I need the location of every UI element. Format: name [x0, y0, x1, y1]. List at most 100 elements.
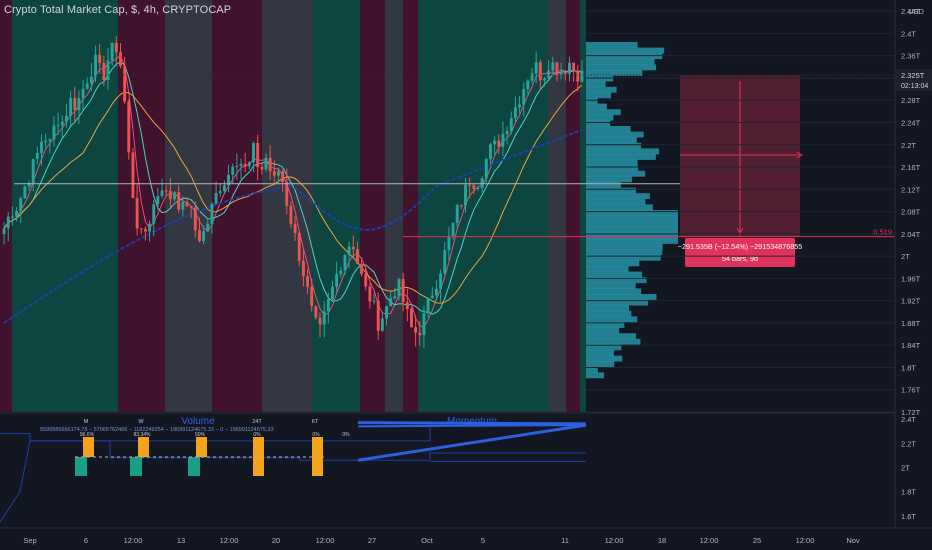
price-tick: 1.96T: [901, 274, 921, 283]
profile-bar: [586, 350, 614, 356]
candle-body: [493, 140, 497, 145]
session-zone: [418, 0, 548, 412]
candle-body: [555, 62, 559, 75]
candle-body: [60, 121, 64, 126]
price-tick: 1.8T: [901, 363, 916, 372]
candle-body: [260, 167, 264, 170]
level-label: 0.519: [873, 228, 892, 237]
volume-up-bar: [196, 437, 207, 457]
time-tick: 11: [561, 536, 569, 545]
profile-bar: [586, 92, 611, 99]
profile-bar: [586, 182, 621, 188]
profile-bar: [586, 120, 611, 127]
candle-body: [198, 230, 201, 242]
candle-body: [459, 205, 463, 207]
session-zone: [212, 0, 262, 412]
candle-body: [247, 162, 251, 167]
candle-body: [123, 66, 127, 102]
profile-bar: [586, 221, 678, 228]
candle-body: [98, 54, 102, 63]
lower-panel-bg: [0, 413, 895, 528]
candle-body: [131, 152, 135, 198]
profile-bar: [586, 47, 665, 54]
momentum-top-line: [357, 421, 587, 426]
candle-body: [405, 301, 409, 310]
profile-bar: [586, 109, 621, 116]
candle-body: [106, 60, 110, 80]
candle-body: [189, 206, 193, 208]
candle-body: [231, 166, 235, 175]
profile-bar: [586, 159, 638, 166]
candle-body: [518, 104, 522, 108]
profile-bar: [586, 372, 605, 379]
price-scale-bg: [895, 0, 932, 550]
candle-body: [264, 157, 268, 170]
candle-body: [551, 62, 555, 71]
momentum-label: Momentum: [447, 416, 497, 427]
candle-body: [6, 216, 10, 229]
profile-bar: [586, 310, 632, 317]
session-zone: [12, 0, 118, 412]
session-zone: [566, 0, 580, 412]
timeframe-label: 24T: [252, 419, 262, 425]
chart-title: Crypto Total Market Cap, $, 4h, CRYPTOCA…: [4, 4, 232, 16]
profile-bar: [586, 187, 636, 194]
profile-bar: [586, 338, 641, 345]
profile-bar: [586, 148, 660, 155]
candle-body: [326, 299, 330, 312]
candle-body: [509, 117, 513, 132]
profile-bar: [586, 81, 606, 88]
candle-body: [285, 181, 289, 206]
candle-body: [35, 152, 39, 160]
candle-body: [214, 193, 218, 204]
time-tick: 20: [272, 536, 280, 545]
candle-body: [439, 273, 443, 289]
candle-body: [40, 141, 43, 153]
candle-body: [210, 203, 214, 224]
volume-up-bar: [83, 437, 94, 457]
profile-bar: [586, 204, 653, 211]
candle-body: [48, 139, 52, 141]
candle-body: [243, 163, 247, 167]
price-tick: 1.88T: [901, 319, 921, 328]
last-price-value: 2.325T: [901, 71, 925, 80]
price-tick: 2T: [901, 252, 910, 261]
candle-body: [56, 125, 60, 127]
time-tick: 12:00: [220, 536, 239, 545]
time-tick: 18: [658, 536, 666, 545]
candle-body: [85, 83, 89, 89]
price-tick: 2.16T: [901, 163, 921, 172]
candle-body: [567, 62, 571, 74]
stat-label: 0%: [253, 432, 261, 438]
candle-body: [451, 222, 455, 237]
candle-body: [318, 317, 322, 325]
candle-body: [534, 62, 538, 74]
candle-body: [227, 174, 231, 186]
volume-up-bar: [138, 437, 149, 457]
candlestick-series: [2, 36, 584, 348]
profile-bar: [586, 299, 649, 306]
profile-bar: [586, 254, 661, 261]
currency-label: USD: [908, 7, 924, 16]
candle-body: [389, 298, 393, 307]
candle-body: [306, 276, 310, 287]
candle-body: [331, 286, 334, 300]
candle-body: [434, 288, 438, 296]
candle-body: [148, 223, 152, 232]
candle-body: [52, 125, 56, 140]
candle-body: [94, 54, 97, 77]
profile-bar: [586, 176, 632, 183]
profile-bar: [586, 316, 638, 323]
candle-body: [193, 207, 197, 231]
timeframe-label: 6T: [312, 419, 319, 425]
candle-body: [44, 140, 48, 142]
profile-bar: [586, 249, 663, 256]
time-tick: 13: [177, 536, 185, 545]
candle-body: [301, 260, 305, 277]
session-zone: [385, 0, 403, 412]
profile-bar: [586, 126, 631, 132]
ma-medium-line: [3, 61, 582, 315]
candle-body: [355, 249, 359, 264]
ma-slow-line: [3, 84, 583, 304]
